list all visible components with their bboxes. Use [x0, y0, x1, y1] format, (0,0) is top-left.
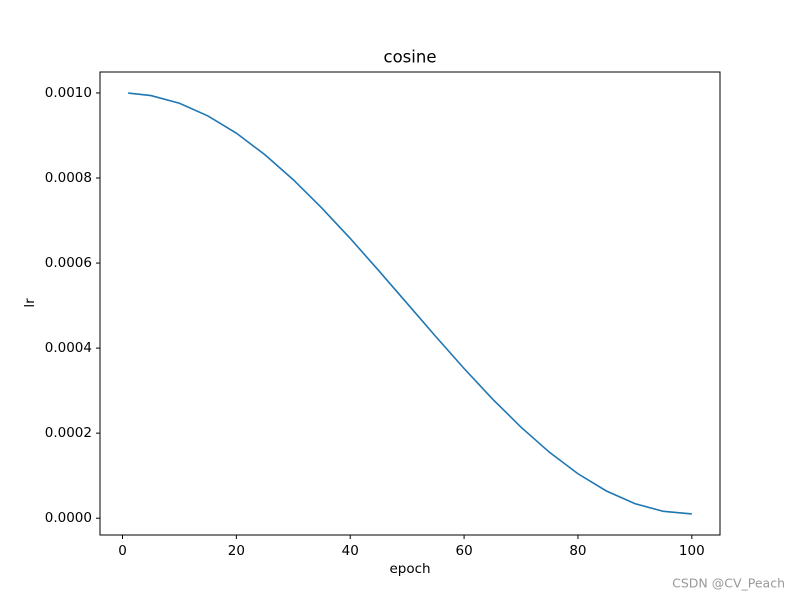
chart-title: cosine — [384, 48, 437, 67]
y-tick-label: 0.0002 — [45, 425, 92, 441]
y-tick-label: 0.0010 — [45, 85, 92, 101]
plot-frame — [99, 71, 721, 536]
x-tick-label: 20 — [228, 543, 245, 559]
watermark: CSDN @CV_Peach — [672, 576, 785, 591]
x-axis-label: epoch — [389, 561, 430, 577]
x-tick-label: 100 — [679, 543, 705, 559]
y-tick-label: 0.0008 — [45, 170, 92, 186]
y-tick-label: 0.0006 — [45, 255, 92, 271]
x-tick-label: 0 — [118, 543, 127, 559]
line-series — [128, 92, 692, 515]
y-tick-label: 0.0004 — [45, 340, 92, 356]
y-axis-label: lr — [22, 298, 38, 308]
x-tick-label: 40 — [342, 543, 359, 559]
y-tick-label: 0.0000 — [45, 510, 92, 526]
x-tick-label: 80 — [569, 543, 586, 559]
x-tick-label: 60 — [455, 543, 472, 559]
